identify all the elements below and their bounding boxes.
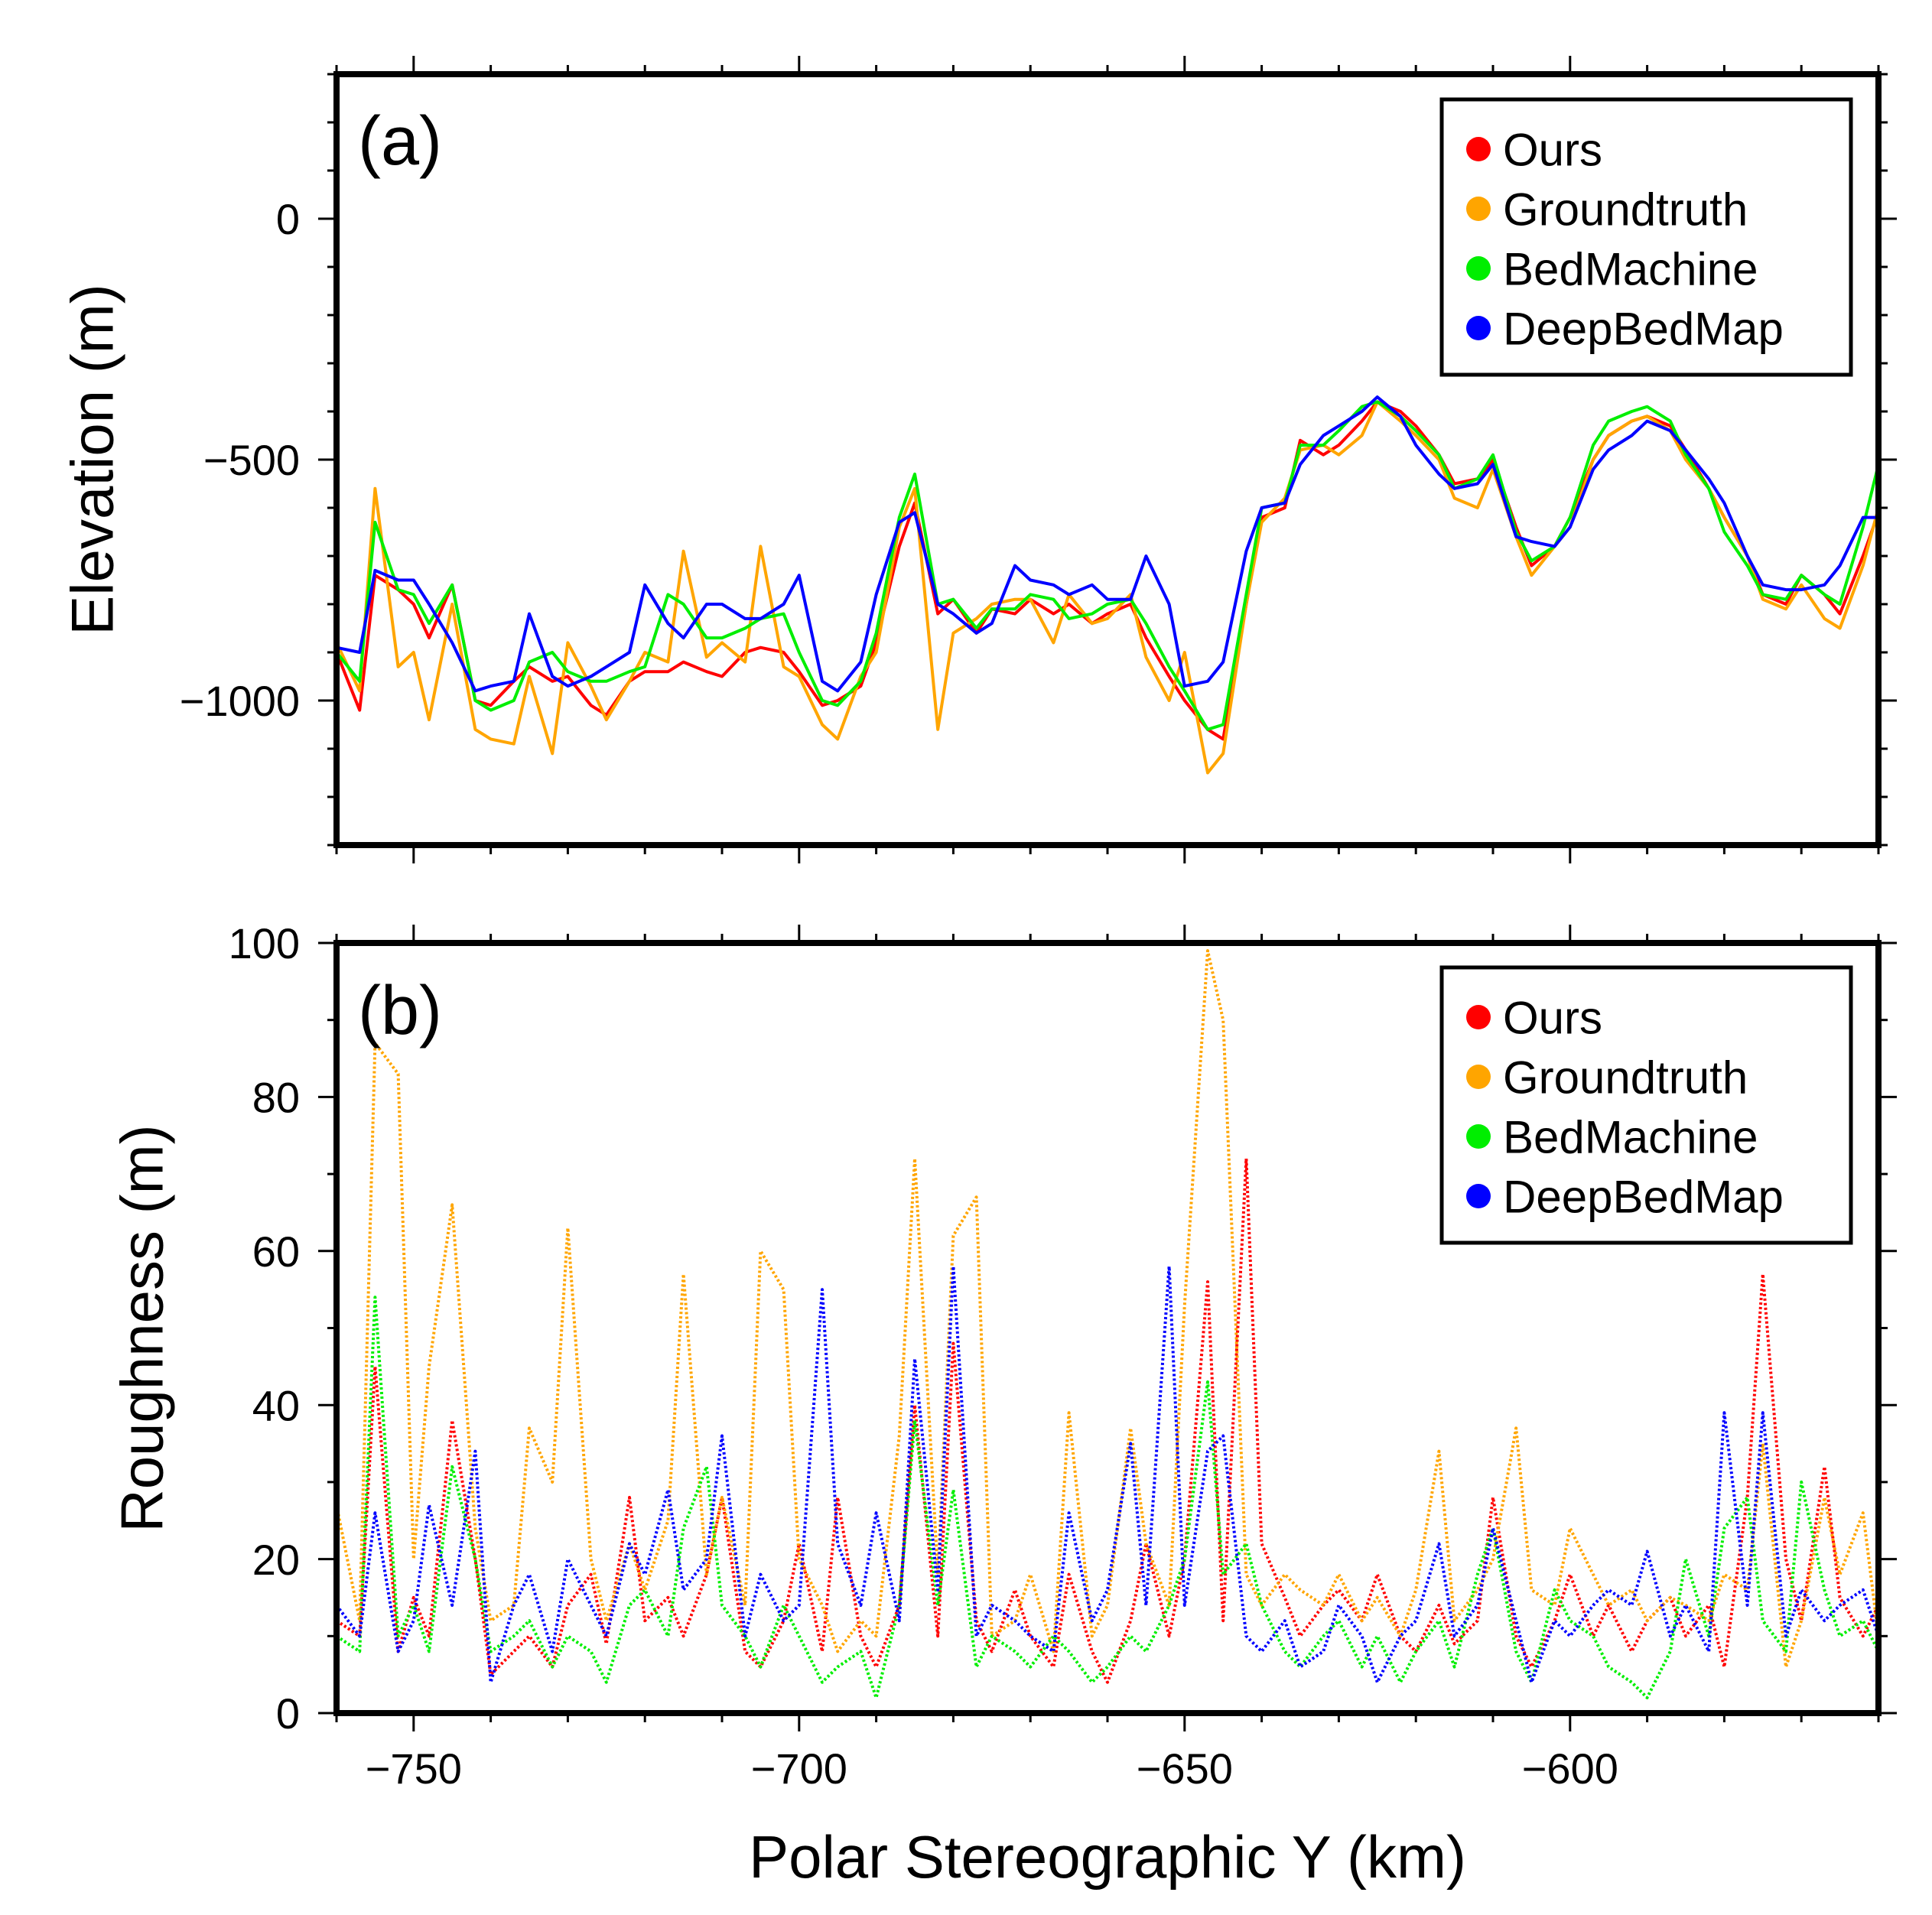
- series-group: [337, 949, 1878, 1699]
- panel-b-y-axis-title: Roughness (m): [108, 1124, 175, 1532]
- x-tick-label: −600: [1522, 1744, 1618, 1793]
- panel-b-x-tick-labels: −750 −700 −650 −600: [366, 1744, 1618, 1793]
- panel-b-y-tick-labels: 0 20 40 60 80 100: [229, 919, 300, 1738]
- panel-a-lines: [337, 395, 1878, 775]
- panel-b: 0 20 40 60 80 100 −750 −700 −650 −600 Roughness …: [108, 919, 1897, 1891]
- series-group: [337, 395, 1878, 775]
- y-tick-label: 80: [252, 1074, 300, 1122]
- panel-a-y-tick-labels: 0 −500 −1000: [180, 195, 300, 725]
- panel-a-y-axis-title: Elevation (m): [58, 284, 125, 635]
- legend-marker-ours: [1466, 137, 1491, 161]
- y-tick-label: −500: [203, 436, 300, 484]
- legend-marker-deepbedmap: [1466, 1184, 1491, 1208]
- panel-b-legend: Ours Groundtruth BedMachine DeepBedMap: [1439, 965, 1853, 1245]
- panel-b-frame: [333, 940, 1882, 1716]
- series-line-bedmachine: [337, 400, 1878, 731]
- x-tick-label: −650: [1137, 1744, 1233, 1793]
- y-tick-label: 100: [229, 919, 300, 967]
- legend-label-groundtruth: Groundtruth: [1503, 1052, 1748, 1104]
- legend-label-deepbedmap: DeepBedMap: [1503, 1172, 1784, 1223]
- y-tick-label: 0: [276, 1689, 300, 1738]
- legend-marker-bedmachine: [1466, 256, 1491, 281]
- legend-label-deepbedmap: DeepBedMap: [1503, 304, 1784, 355]
- legend-marker-groundtruth: [1466, 1065, 1491, 1089]
- panel-a-label: (a): [358, 103, 442, 180]
- panel-a-legend-box: [1439, 97, 1853, 377]
- panel-a-frame: [333, 71, 1882, 848]
- x-tick-label: −750: [366, 1744, 462, 1793]
- legend-label-groundtruth: Groundtruth: [1503, 184, 1748, 236]
- legend-marker-groundtruth: [1466, 197, 1491, 221]
- panel-b-x-axis-title: Polar Stereographic Y (km): [749, 1823, 1466, 1891]
- legend-marker-bedmachine: [1466, 1124, 1491, 1149]
- series-line-deepbedmap: [337, 395, 1878, 693]
- series-line-deepbedmap: [337, 1264, 1878, 1684]
- x-tick-label: −700: [751, 1744, 847, 1793]
- panel-a-legend: Ours Groundtruth BedMachine DeepBedMap: [1439, 97, 1853, 377]
- series-line-groundtruth: [337, 400, 1878, 775]
- y-tick-label: −1000: [180, 677, 300, 725]
- panel-b-lines: [337, 949, 1878, 1699]
- series-line-ours: [337, 1157, 1878, 1684]
- legend-marker-deepbedmap: [1466, 316, 1491, 340]
- y-tick-label: 40: [252, 1381, 300, 1429]
- series-line-ours: [337, 400, 1878, 741]
- y-tick-label: 20: [252, 1536, 300, 1584]
- legend-marker-ours: [1466, 1005, 1491, 1029]
- legend-label-ours: Ours: [1503, 125, 1602, 176]
- legend-label-bedmachine: BedMachine: [1503, 1112, 1758, 1163]
- panel-b-label: (b): [358, 973, 442, 1049]
- legend-label-bedmachine: BedMachine: [1503, 244, 1758, 295]
- series-line-bedmachine: [337, 1296, 1878, 1699]
- y-tick-label: 0: [276, 195, 300, 243]
- panel-b-legend-box: [1439, 965, 1853, 1245]
- y-tick-label: 60: [252, 1227, 300, 1276]
- legend-label-ours: Ours: [1503, 993, 1602, 1044]
- panel-a: 0 −500 −1000 Elevation (m) (a) Ours Ground…: [58, 56, 1897, 863]
